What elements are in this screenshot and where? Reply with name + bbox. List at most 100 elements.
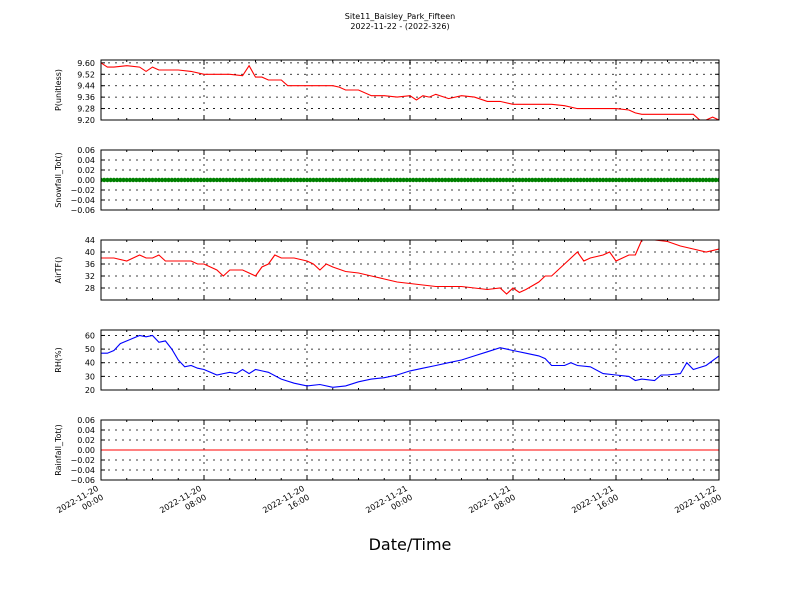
snowfall-marker bbox=[684, 177, 690, 183]
snowfall-marker bbox=[214, 177, 220, 183]
snowfall-marker bbox=[362, 177, 368, 183]
snowfall-marker bbox=[552, 177, 558, 183]
snowfall-marker bbox=[401, 177, 406, 183]
panel-5-ytick-label: 0.04 bbox=[77, 426, 95, 435]
snowfall-marker bbox=[681, 177, 686, 183]
panel-4-ytick-label: 40 bbox=[85, 359, 95, 368]
snowfall-marker bbox=[584, 177, 590, 183]
snowfall-marker bbox=[182, 177, 187, 183]
snowfall-marker bbox=[588, 177, 593, 183]
snowfall-marker bbox=[478, 177, 484, 183]
snowfall-marker bbox=[514, 177, 519, 183]
snowfall-marker bbox=[188, 177, 194, 183]
snowfall-marker bbox=[163, 177, 168, 183]
snowfall-marker bbox=[411, 177, 416, 183]
snowfall-marker bbox=[375, 177, 381, 183]
snowfall-marker bbox=[291, 177, 297, 183]
panel-3: 44 40 36 32 28 AirTF() bbox=[54, 236, 720, 301]
snowfall-marker bbox=[282, 177, 287, 183]
panel-1-ytick-label: 9.44 bbox=[77, 82, 95, 91]
panel-2-ytick-label: 0.04 bbox=[77, 156, 95, 165]
snowfall-marker bbox=[301, 177, 306, 183]
snowfall-marker bbox=[336, 177, 342, 183]
snowfall-marker bbox=[176, 177, 181, 183]
snowfall-marker bbox=[546, 177, 551, 183]
snowfall-marker bbox=[414, 177, 419, 183]
snowfall-marker bbox=[394, 177, 400, 183]
snowfall-marker bbox=[468, 177, 474, 183]
snowfall-marker bbox=[262, 177, 268, 183]
panel-2-frame bbox=[100, 149, 720, 211]
panel-2-ylabel: Snowfall_Tot() bbox=[54, 152, 63, 208]
snowfall-marker bbox=[324, 177, 329, 183]
snowfall-marker bbox=[391, 177, 397, 183]
panel-3-ytick-label: 40 bbox=[85, 248, 95, 257]
snowfall-marker bbox=[114, 177, 120, 183]
snowfall-marker bbox=[211, 177, 216, 183]
snowfall-marker bbox=[472, 177, 477, 183]
snowfall-marker bbox=[295, 177, 300, 183]
snowfall-marker bbox=[581, 177, 587, 183]
x-tick-label: 2022-11-2200:00 bbox=[673, 484, 723, 524]
snowfall-marker bbox=[504, 177, 509, 183]
panel-5-ytick-label: 0.02 bbox=[77, 436, 95, 445]
panel-1-line bbox=[101, 62, 719, 120]
snowfall-marker bbox=[311, 177, 316, 183]
snowfall-marker bbox=[356, 177, 361, 183]
snowfall-marker bbox=[687, 177, 693, 183]
panel-5-ytick-label: 0.06 bbox=[77, 416, 95, 425]
snowfall-marker bbox=[340, 177, 345, 183]
snowfall-marker bbox=[533, 177, 538, 183]
snowfall-marker bbox=[510, 177, 516, 183]
snowfall-marker bbox=[501, 177, 506, 183]
snowfall-marker bbox=[652, 177, 657, 183]
snowfall-marker bbox=[308, 177, 313, 183]
snowfall-marker bbox=[169, 177, 175, 183]
snowfall-marker bbox=[617, 177, 622, 183]
snowfall-marker bbox=[645, 177, 651, 183]
snowfall-marker bbox=[700, 177, 706, 183]
snowfall-marker bbox=[233, 177, 239, 183]
snowfall-marker bbox=[697, 177, 702, 183]
panel-4-series bbox=[101, 334, 719, 388]
snowfall-marker bbox=[613, 177, 619, 183]
snowfall-marker bbox=[507, 177, 512, 183]
snowfall-marker bbox=[465, 177, 471, 183]
snowfall-marker bbox=[649, 177, 654, 183]
panel-2-ytick-label: −0.02 bbox=[70, 186, 95, 195]
panel-4-frame bbox=[100, 329, 720, 391]
snowfall-marker bbox=[130, 177, 136, 183]
snowfall-marker bbox=[600, 177, 606, 183]
snowfall-marker bbox=[620, 177, 625, 183]
snowfall-marker bbox=[205, 177, 210, 183]
snowfall-marker bbox=[591, 177, 596, 183]
snowfall-marker bbox=[153, 177, 158, 183]
panel-5-ytick-label: −0.06 bbox=[70, 476, 95, 485]
snowfall-marker bbox=[559, 177, 564, 183]
panel-5-ytick-label: 0.00 bbox=[77, 446, 95, 455]
snowfall-marker bbox=[185, 177, 191, 183]
snowfall-marker bbox=[459, 177, 464, 183]
snowfall-marker bbox=[269, 177, 274, 183]
panel-2-series bbox=[101, 177, 719, 183]
snowfall-marker bbox=[462, 177, 467, 183]
snowfall-marker bbox=[655, 177, 661, 183]
snowfall-marker bbox=[201, 177, 207, 183]
snowfall-marker bbox=[526, 177, 532, 183]
snowfall-marker bbox=[407, 177, 413, 183]
snowfall-marker bbox=[536, 177, 541, 183]
panel-2: 0.060.040.020.00−0.02−0.04−0.06 Snowfall_… bbox=[54, 146, 720, 215]
snowfall-marker bbox=[449, 177, 455, 183]
snowfall-marker bbox=[314, 177, 319, 183]
panel-3-ylabel: AirTF() bbox=[54, 257, 63, 284]
snowfall-marker bbox=[266, 177, 271, 183]
panel-5-frame bbox=[100, 419, 720, 481]
panel-3-line bbox=[101, 240, 719, 295]
snowfall-marker bbox=[388, 177, 393, 183]
snowfall-marker bbox=[102, 177, 107, 183]
panel-5-ylabel: Rainfall_Tot() bbox=[54, 424, 63, 476]
snowfall-marker bbox=[636, 177, 641, 183]
snowfall-marker bbox=[243, 177, 249, 183]
snowfall-marker bbox=[523, 177, 529, 183]
